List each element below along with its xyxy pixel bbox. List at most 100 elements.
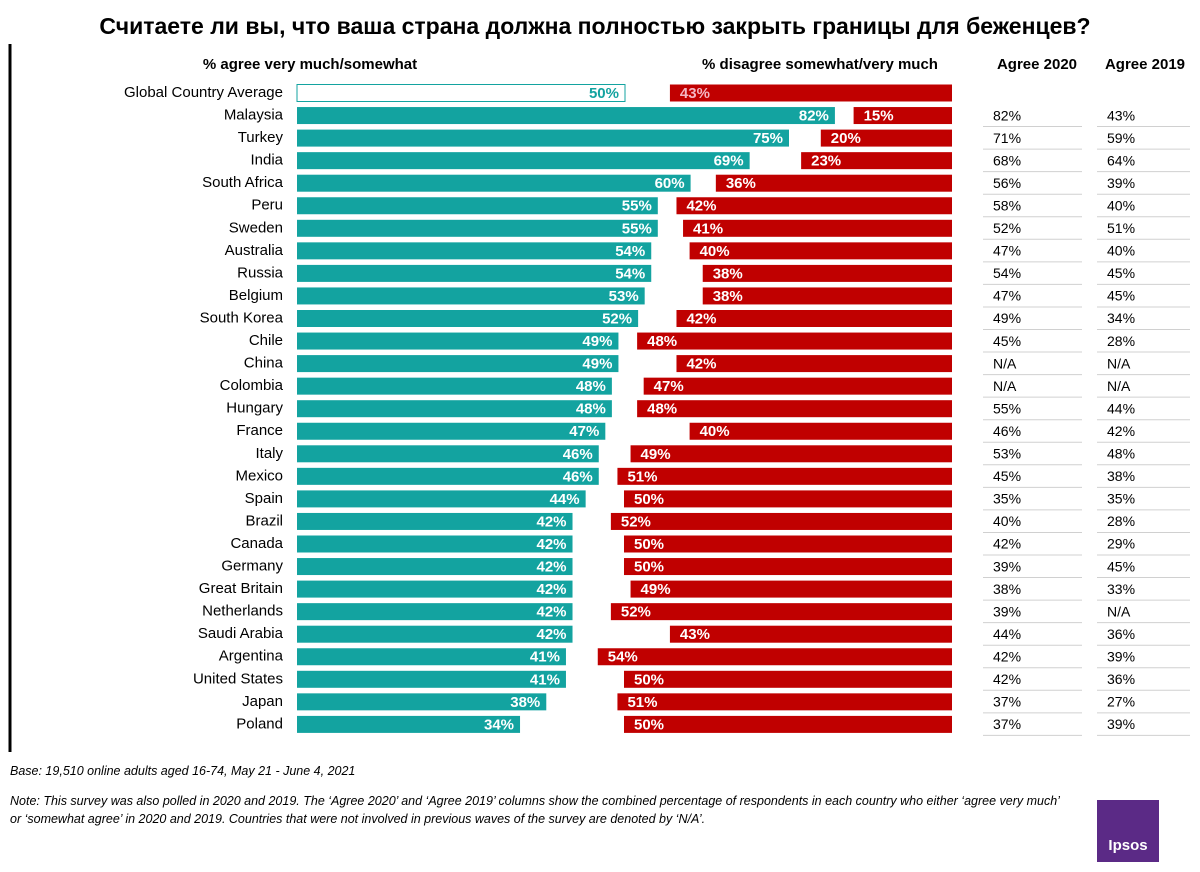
value-label: 48% [647, 401, 677, 418]
value-label: 52% [621, 513, 651, 530]
bar [297, 648, 566, 666]
category-label: Belgium [229, 287, 283, 304]
table-cell: 27% [1107, 694, 1135, 710]
value-label: 43% [680, 626, 710, 643]
table-cell: 59% [1107, 130, 1135, 146]
bar [297, 355, 619, 373]
column-header: Agree 2019 [1105, 56, 1185, 73]
table-cell: 28% [1107, 513, 1135, 529]
value-label: 50% [634, 716, 664, 733]
table-cell: 56% [993, 175, 1021, 191]
category-label: South Africa [202, 174, 284, 191]
bar [297, 467, 599, 485]
table-cell: 47% [993, 288, 1021, 304]
bar [637, 332, 952, 350]
category-label: United States [193, 670, 283, 687]
chart-title: Считаете ли вы, что ваша страна должна п… [99, 13, 1090, 39]
bar [297, 377, 612, 395]
bar [689, 242, 952, 260]
value-label: 55% [622, 220, 652, 237]
table-cell: N/A [1107, 355, 1131, 371]
category-label: South Korea [200, 309, 284, 326]
table-cell: N/A [993, 355, 1017, 371]
category-label: Saudi Arabia [198, 625, 284, 642]
value-label: 41% [693, 220, 723, 237]
bar [624, 490, 952, 508]
table-cell: 68% [993, 152, 1021, 168]
bar [643, 377, 952, 395]
bar [297, 242, 652, 260]
bar [297, 693, 547, 711]
table-cell: 37% [993, 694, 1021, 710]
value-label: 47% [569, 423, 599, 440]
category-label: Canada [230, 535, 283, 552]
bar [297, 287, 645, 305]
table-cell: 45% [1107, 288, 1135, 304]
table-cell: 37% [993, 716, 1021, 732]
value-label: 42% [536, 604, 566, 621]
table-cell: 39% [1107, 175, 1135, 191]
value-label: 38% [713, 265, 743, 282]
category-label: Great Britain [199, 580, 283, 597]
table-cell: 45% [1107, 558, 1135, 574]
table-cell: 34% [1107, 310, 1135, 326]
category-label: Netherlands [202, 603, 283, 620]
value-label: 49% [641, 446, 671, 463]
category-label: Argentina [219, 648, 284, 665]
bar [297, 715, 521, 733]
value-label: 40% [700, 423, 730, 440]
bar [610, 603, 952, 621]
table-cell: 45% [1107, 265, 1135, 281]
table-cell: 35% [1107, 491, 1135, 507]
category-label: Spain [245, 490, 283, 507]
value-label: 53% [609, 288, 639, 305]
bar [297, 422, 606, 440]
table-cell: 33% [1107, 581, 1135, 597]
value-label: 48% [576, 378, 606, 395]
value-label: 50% [634, 671, 664, 688]
legend-entry: % agree very much/somewhat [203, 56, 417, 73]
value-label: 42% [686, 198, 716, 215]
table-cell: 43% [1107, 107, 1135, 123]
table-cell: 49% [993, 310, 1021, 326]
table-cell: 47% [993, 243, 1021, 259]
bar [297, 580, 573, 598]
bar [617, 693, 952, 711]
value-label: 46% [563, 446, 593, 463]
table-cell: 39% [1107, 716, 1135, 732]
bar [297, 332, 619, 350]
bar [669, 84, 952, 102]
value-label: 42% [686, 356, 716, 373]
bar [297, 558, 573, 576]
legend-entry: % disagree somewhat/very much [702, 56, 938, 73]
bar [297, 400, 612, 418]
value-label: 49% [582, 333, 612, 350]
value-label: 69% [714, 153, 744, 170]
table-cell: 58% [993, 197, 1021, 213]
table-cell: 52% [993, 220, 1021, 236]
bar [715, 174, 952, 192]
table-cell: 42% [993, 648, 1021, 664]
value-label: 52% [602, 310, 632, 327]
value-label: 82% [799, 108, 829, 125]
table-cell: 36% [1107, 626, 1135, 642]
value-label: 48% [647, 333, 677, 350]
table-cell: 39% [993, 558, 1021, 574]
value-label: 50% [634, 491, 664, 508]
bar [297, 264, 652, 282]
table-cell: 39% [1107, 648, 1135, 664]
logo [1097, 800, 1159, 862]
bar [630, 445, 952, 463]
value-label: 54% [615, 265, 645, 282]
bar [624, 558, 952, 576]
bar [853, 107, 952, 125]
table-cell: 38% [1107, 468, 1135, 484]
table-cell: 40% [1107, 197, 1135, 213]
bar [676, 197, 952, 215]
category-label: Global Country Average [124, 84, 283, 101]
category-label: China [244, 355, 284, 372]
logo-text: Ipsos [1108, 837, 1147, 854]
category-label: Russia [237, 264, 284, 281]
